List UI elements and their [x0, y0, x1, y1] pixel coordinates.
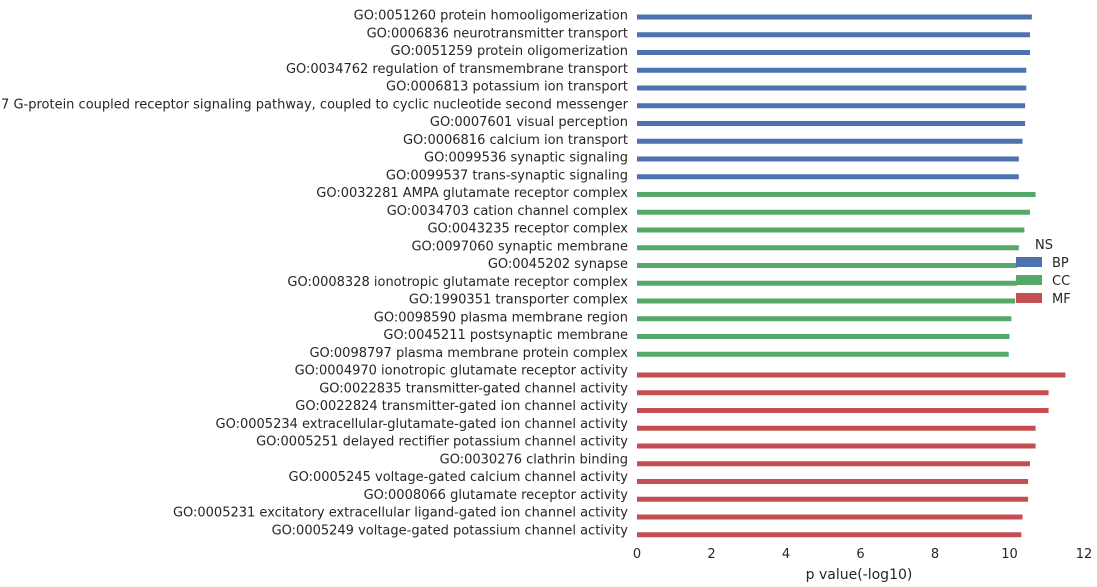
- bar-bp-6: [637, 121, 1026, 126]
- bar-mf-24: [637, 443, 1036, 449]
- bar-cc-12: [637, 227, 1025, 233]
- category-label: GO:0030276 clathrin binding: [440, 452, 628, 467]
- category-label: GO:0045202 synapse: [488, 257, 628, 272]
- legend: NS BP CC MF: [1016, 238, 1071, 307]
- bar-bp-8: [637, 156, 1019, 162]
- legend-swatch-mf: [1016, 293, 1042, 303]
- bar-cc-14: [637, 263, 1017, 268]
- legend-label-cc: CC: [1052, 274, 1070, 289]
- category-label: GO:0006813 potassium ion transport: [386, 80, 628, 95]
- category-label: GO:0006816 calcium ion transport: [403, 133, 628, 148]
- bar-bp-3: [637, 67, 1027, 73]
- category-label: GO:0051260 protein homooligomerization: [354, 9, 628, 24]
- category-label: GO:0099536 synaptic signaling: [424, 151, 628, 166]
- category-label: GO:0032281 AMPA glutamate receptor compl…: [316, 186, 628, 201]
- legend-swatch-bp: [1016, 257, 1042, 267]
- category-label: GO:0004970 ionotropic glutamate receptor…: [295, 364, 629, 379]
- bar-mf-21: [637, 390, 1049, 396]
- category-label: GO:0006836 neurotransmitter transport: [367, 26, 628, 41]
- category-label: GO:0045211 postsynaptic membrane: [383, 328, 628, 343]
- bar-group: [637, 14, 1066, 538]
- legend-items: BP CC MF: [1016, 256, 1071, 307]
- category-label: GO:0008066 glutamate receptor activity: [364, 488, 629, 503]
- x-tick-label: 8: [931, 547, 939, 562]
- x-tick-label: 0: [633, 547, 641, 562]
- bar-mf-29: [637, 532, 1022, 538]
- legend-label-mf: MF: [1052, 292, 1071, 307]
- bar-bp-1: [637, 32, 1030, 38]
- category-label: GO:0098590 plasma membrane region: [374, 310, 628, 325]
- bar-cc-19: [637, 351, 1009, 357]
- bar-cc-15: [637, 280, 1017, 286]
- category-label: GO:0005251 delayed rectifier potassium c…: [256, 435, 628, 450]
- bar-cc-17: [637, 316, 1012, 322]
- category-label: GO:0005249 voltage-gated potassium chann…: [272, 523, 629, 538]
- category-label: GO:0043235 receptor complex: [427, 222, 628, 237]
- bar-mf-27: [637, 496, 1029, 502]
- bar-bp-5: [637, 103, 1026, 109]
- bar-bp-7: [637, 138, 1023, 144]
- category-label: GO:0051259 protein oligomerization: [390, 44, 628, 59]
- category-label: GO:0005234 extracellular-glutamate-gated…: [216, 417, 629, 432]
- bar-bp-9: [637, 174, 1019, 180]
- legend-label-bp: BP: [1052, 256, 1069, 271]
- category-label: GO:1990351 transporter complex: [409, 293, 628, 308]
- bar-cc-13: [637, 245, 1019, 251]
- category-label: GO:0098797 plasma membrane protein compl…: [309, 346, 628, 361]
- category-label: GO:0008328 ionotropic glutamate receptor…: [287, 275, 628, 290]
- category-label: GO:0005245 voltage-gated calcium channel…: [289, 470, 629, 485]
- category-label: GO:0022824 transmitter-gated ion channel…: [295, 399, 628, 414]
- category-label: GO:0034703 cation channel complex: [387, 204, 629, 219]
- bar-cc-16: [637, 298, 1016, 304]
- bar-cc-10: [637, 192, 1036, 197]
- category-label: GO:0022835 transmitter-gated channel act…: [319, 381, 628, 396]
- bar-mf-25: [637, 461, 1030, 467]
- bar-mf-28: [637, 514, 1023, 520]
- legend-swatch-cc: [1016, 275, 1042, 285]
- bar-mf-20: [637, 372, 1066, 378]
- bar-cc-18: [637, 334, 1010, 339]
- x-axis-label: p value(-log10): [806, 567, 913, 583]
- x-tick-label: 10: [1001, 547, 1018, 562]
- bar-mf-23: [637, 425, 1036, 431]
- x-tick-label: 6: [856, 547, 864, 562]
- legend-title: NS: [1035, 238, 1053, 253]
- bar-bp-4: [637, 85, 1027, 91]
- bar-cc-11: [637, 209, 1030, 215]
- category-label: GO:0099537 trans-synaptic signaling: [386, 168, 628, 183]
- bar-bp-2: [637, 50, 1030, 55]
- category-label: GO:0097060 synaptic membrane: [411, 239, 628, 254]
- x-tick-label: 4: [782, 547, 790, 562]
- category-labels: GO:0051260 protein homooligomerization GO…: [0, 9, 629, 539]
- x-tick-label: 12: [1076, 547, 1093, 562]
- x-axis-ticks: 0 2 4 6 8 10 12: [633, 547, 1092, 562]
- category-label: GO:0005231 excitatory extracellular liga…: [173, 506, 628, 521]
- category-label: GO:0007187 G-protein coupled receptor si…: [0, 97, 629, 112]
- bar-bp-0: [637, 14, 1032, 20]
- x-tick-label: 2: [707, 547, 715, 562]
- bar-mf-26: [637, 479, 1029, 484]
- category-label: GO:0034762 regulation of transmembrane t…: [286, 62, 628, 77]
- bar-mf-22: [637, 408, 1049, 413]
- category-label: GO:0007601 visual perception: [430, 115, 628, 130]
